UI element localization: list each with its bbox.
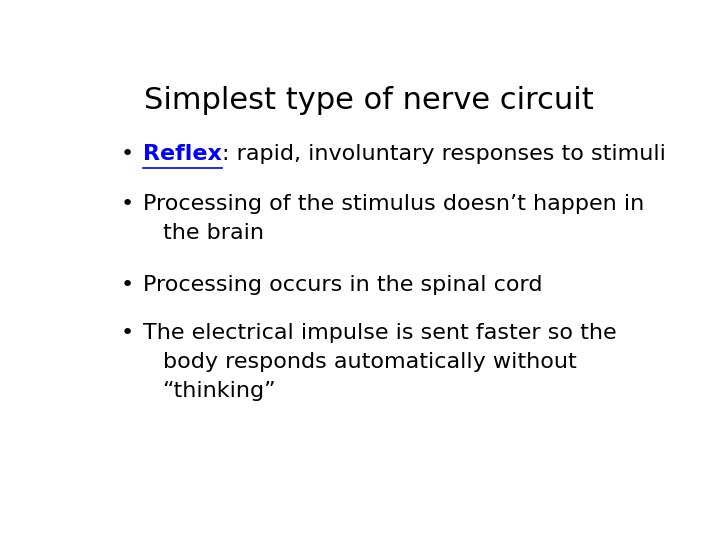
Text: •: • (121, 194, 134, 214)
Text: “thinking”: “thinking” (163, 381, 276, 401)
Text: : rapid, involuntary responses to stimuli: : rapid, involuntary responses to stimul… (222, 144, 666, 164)
Text: •: • (121, 323, 134, 343)
Text: Processing of the stimulus doesn’t happen in: Processing of the stimulus doesn’t happe… (143, 194, 644, 214)
Text: Simplest type of nerve circuit: Simplest type of nerve circuit (144, 85, 594, 114)
Text: Processing occurs in the spinal cord: Processing occurs in the spinal cord (143, 275, 542, 295)
Text: •: • (121, 144, 134, 164)
Text: •: • (121, 275, 134, 295)
Text: Reflex: Reflex (143, 144, 222, 164)
Text: body responds automatically without: body responds automatically without (163, 352, 576, 372)
Text: the brain: the brain (163, 223, 264, 243)
Text: The electrical impulse is sent faster so the: The electrical impulse is sent faster so… (143, 323, 616, 343)
